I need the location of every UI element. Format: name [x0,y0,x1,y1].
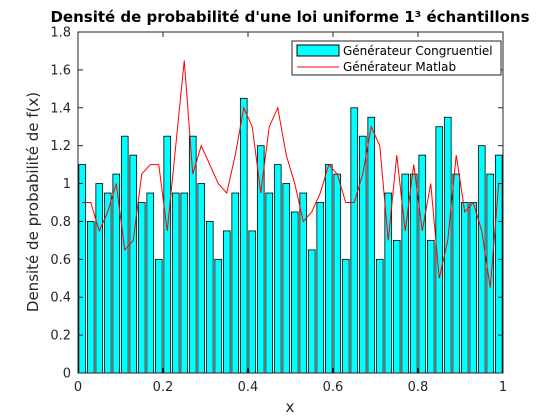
bar-22 [265,192,274,374]
bar-44 [452,173,461,374]
bar-40 [418,154,427,374]
y-tick-label: 0.6 [50,253,71,268]
bar-31 [341,258,350,374]
bar-14 [197,183,206,374]
bar-25 [290,211,299,374]
bar-16 [214,258,223,374]
x-tick-label: 0.4 [238,380,259,395]
line-series [82,60,500,288]
y-tick-label: 0.4 [50,291,71,306]
x-tick-label: 1 [499,380,507,395]
bar-24 [282,183,291,374]
legend-label-bars: Générateur Congruentiel [343,44,493,58]
x-tick-label: 0.8 [408,380,429,395]
x-tick-label: 0.6 [323,380,344,395]
bar-0 [78,164,87,374]
bar-38 [401,173,410,374]
bar-19 [239,97,248,374]
bar-45 [460,202,469,374]
bar-17 [222,230,231,374]
x-ticks: 0 0.2 0.4 0.6 0.8 1 [74,32,507,395]
legend-label-line: Générateur Matlab [343,60,456,74]
axes [77,31,504,374]
bar-9 [154,258,163,374]
bar-12 [180,192,189,374]
bar-27 [307,249,316,374]
bar-30 [333,173,342,374]
bar-41 [426,239,435,374]
bar-34 [367,116,376,374]
bar-35 [375,258,384,374]
chart-title: Densité de probabilité d'une loi uniform… [50,8,529,26]
y-axis-label: Densité de probabilité de f(x) [24,92,42,312]
y-tick-label: 1.2 [50,139,71,154]
x-axis-label: x [286,398,295,416]
y-tick-label: 0.2 [50,329,71,344]
bar-29 [324,164,333,374]
bar-2 [95,183,104,374]
x-tick-label: 0 [74,380,82,395]
bar-18 [231,192,240,374]
bar-8 [146,192,155,374]
legend-swatch-bars [296,44,340,57]
y-tick-label: 1 [63,177,71,192]
x-tick-label: 0.2 [153,380,174,395]
bar-21 [256,145,265,374]
y-tick-label: 1.8 [50,26,71,41]
bar-20 [248,230,257,374]
bar-6 [129,154,138,374]
y-tick-label: 0.8 [50,215,71,230]
bar-11 [171,192,180,374]
bar-37 [392,239,401,374]
bar-28 [316,202,325,374]
bar-46 [469,202,478,374]
bar-43 [443,116,452,374]
y-tick-label: 0 [63,367,71,382]
y-tick-label: 1.6 [50,63,71,78]
axes-box [77,31,504,374]
bar-7 [137,202,146,374]
bar-47 [477,145,486,374]
y-tick-label: 1.4 [50,101,71,116]
y-ticks: 0 0.2 0.4 0.6 0.8 1 1.2 1.4 1.6 1.8 [50,26,503,382]
bar-10 [163,135,172,374]
bar-39 [409,173,418,374]
bar-3 [103,192,112,374]
bar-5 [120,135,129,374]
legend: Générateur Congruentiel Générateur Matla… [291,40,502,76]
bar-23 [273,164,282,374]
bar-1 [86,221,95,374]
bar-15 [205,221,214,374]
bar-32 [350,107,359,374]
